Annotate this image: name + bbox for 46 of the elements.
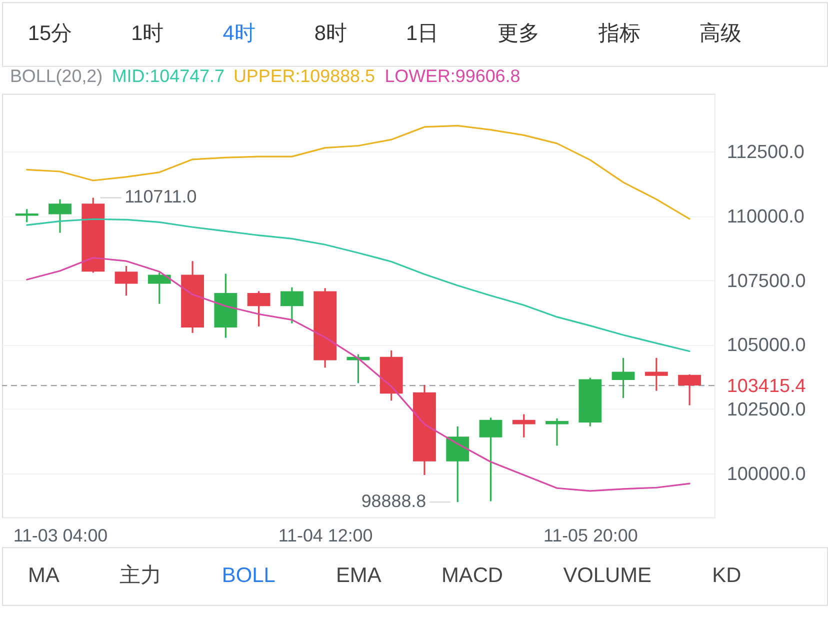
text: VOLUME [563, 564, 652, 587]
candlestick [114, 265, 138, 296]
candlestick [644, 357, 668, 392]
y-tick-label: 102500.0 [726, 400, 806, 421]
text: 1时 [131, 22, 164, 45]
candlestick [546, 418, 568, 446]
line-series [26, 124, 690, 220]
candlestick [512, 413, 536, 438]
text: 高级 [699, 22, 742, 45]
annotation: 98888.8 [361, 491, 426, 512]
text: 主力 [120, 564, 162, 587]
text: BOLL [222, 564, 276, 587]
y-tick-label: 110000.0 [726, 206, 804, 228]
text: 15分 [28, 22, 72, 45]
text: MID:104747.7 [112, 66, 224, 86]
x-tick-label: 11-04 12:00 [278, 526, 373, 546]
text: MACD [441, 564, 504, 587]
x-tick-label: 11-03 04:00 [13, 526, 108, 546]
candlestick [15, 208, 38, 224]
legend-title: BOLL(20,2) [10, 66, 103, 86]
text: 4时 [222, 22, 256, 45]
text: LOWER:99606.8 [384, 66, 520, 86]
candlestick [48, 198, 72, 234]
text: KD [712, 564, 742, 587]
candlestick [678, 374, 702, 406]
text: MA [28, 564, 60, 587]
y-tick-label: 100000.0 [726, 464, 806, 485]
line-series [26, 256, 690, 492]
y-tick-label: 103415.4 [726, 376, 806, 398]
candlestick [479, 416, 502, 502]
candlestick [612, 357, 635, 399]
text: 更多 [498, 22, 540, 45]
y-tick-label: 105000.0 [726, 335, 806, 356]
text: UPPER:109888.5 [233, 66, 375, 86]
candlestick [148, 272, 171, 305]
line-series [26, 218, 690, 352]
text: EMA [336, 564, 382, 587]
text: 1日 [406, 22, 439, 45]
candlestick [280, 286, 304, 324]
text: 指标 [597, 22, 640, 45]
y-tick-label: 107500.0 [726, 270, 806, 292]
candlestick [247, 290, 270, 328]
text: 8时 [314, 22, 347, 45]
annotation: 110711.0 [124, 186, 197, 207]
x-tick-label: 11-05 20:00 [543, 526, 638, 546]
y-tick-label: 112500.0 [726, 142, 804, 164]
